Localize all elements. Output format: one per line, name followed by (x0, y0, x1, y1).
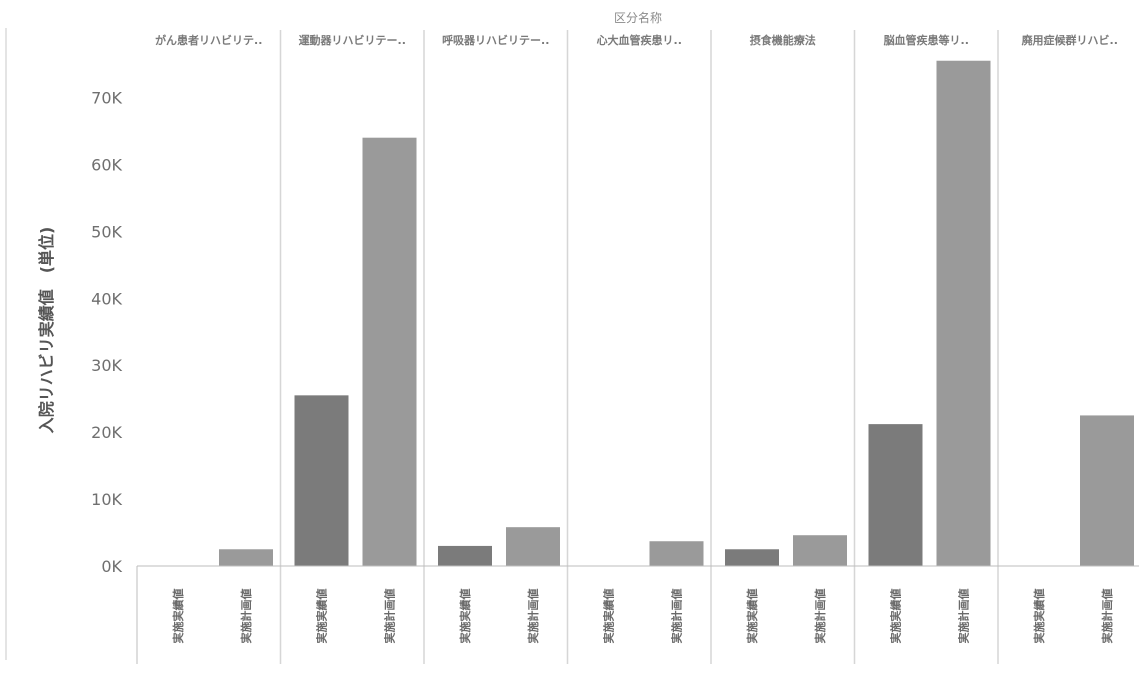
x-tick-label: 実施実績値 (1032, 589, 1046, 644)
x-tick-label: 実施実績値 (889, 589, 903, 644)
x-tick-label: 実施実績値 (745, 589, 759, 644)
group-separators (136, 30, 999, 664)
y-tick-label: 10K (91, 490, 122, 509)
bar (219, 549, 273, 566)
bars (219, 60, 1134, 566)
y-tick-label: 20K (91, 423, 122, 442)
y-axis-ticks: 0K 10K 20K 30K 40K 50K 60K 70K (91, 89, 122, 576)
x-tick-label: 実施実績値 (458, 589, 472, 644)
group-header-label: がん患者リハビリテ.. (155, 33, 262, 47)
group-header-label: 廃用症候群リハビ.. (1022, 33, 1118, 47)
y-tick-label: 60K (91, 155, 122, 174)
y-axis-label: 入院リハビリ実績値 (単位) (37, 227, 56, 434)
bar (868, 424, 923, 566)
y-tick-label: 40K (91, 289, 122, 308)
x-tick-label: 実施計画値 (1100, 589, 1114, 644)
x-tick-label: 実施計画値 (813, 589, 827, 644)
bar (1080, 415, 1134, 566)
y-tick-label: 70K (91, 89, 122, 108)
x-tick-label: 実施計画値 (526, 589, 540, 644)
bar (294, 395, 349, 566)
x-tick-label: 実施実績値 (602, 589, 616, 644)
y-tick-label: 30K (91, 356, 122, 375)
bar (362, 137, 417, 566)
group-header-label: 摂食機能療法 (750, 33, 816, 47)
y-tick-label: 0K (101, 557, 122, 576)
y-tick-label: 50K (91, 222, 122, 241)
bar (438, 545, 492, 566)
group-header-label: 心大血管疾患リ.. (597, 33, 682, 47)
bar (725, 549, 779, 566)
chart-title: 区分名称 (614, 10, 662, 25)
group-header-label: 呼吸器リハビリテー.. (442, 33, 549, 47)
bar (936, 60, 991, 566)
x-tick-label: 実施実績値 (171, 589, 185, 644)
x-axis-ticks: 実施実績値 実施計画値 実施実績値 実施計画値 実施実績値 実施計画値 実施実績値 実施計画値… (171, 589, 1114, 644)
bar (793, 535, 847, 566)
bar (649, 541, 704, 566)
x-tick-label: 実施計画値 (239, 589, 253, 644)
bar (506, 527, 560, 566)
x-tick-label: 実施計画値 (670, 589, 684, 644)
group-headers: がん患者リハビリテ.. 運動器リハビリテー.. 呼吸器リハビリテー.. 心大血管疾患リ… (155, 33, 1118, 47)
x-tick-label: 実施実績値 (315, 589, 329, 644)
group-header-label: 脳血管疾患等リ.. (884, 33, 969, 47)
x-tick-label: 実施計画値 (383, 589, 397, 644)
group-header-label: 運動器リハビリテー.. (299, 33, 406, 47)
x-tick-label: 実施計画値 (957, 589, 971, 644)
